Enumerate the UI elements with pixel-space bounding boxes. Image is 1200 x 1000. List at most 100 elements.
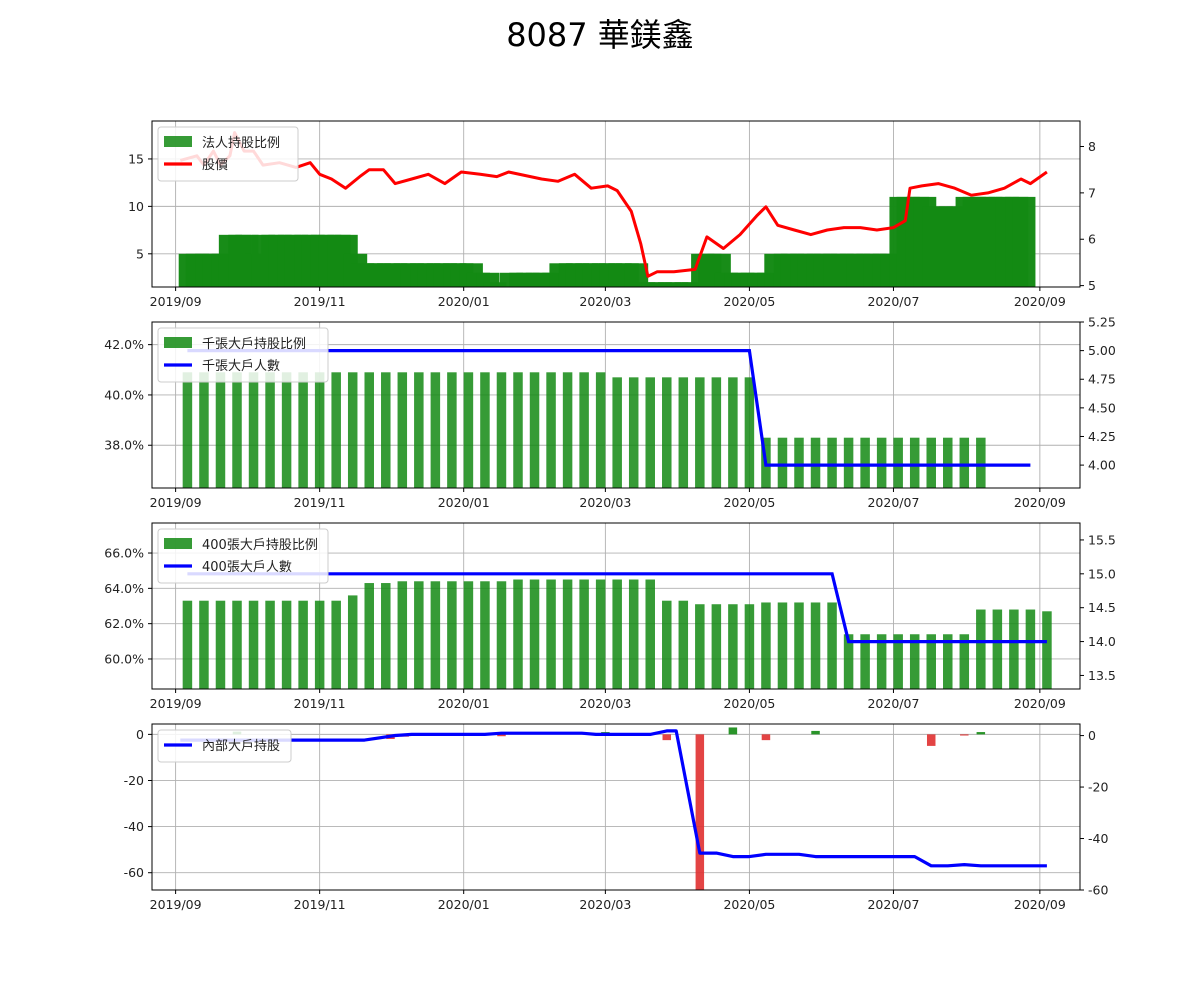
y-right-tick-label: 8 [1088,139,1096,154]
bar-holding-ratio [926,437,936,488]
bar-holding-ratio [579,579,589,689]
bar-holding-ratio [645,377,655,488]
bar-holding-ratio [215,372,226,488]
bar-holding-ratio [612,377,622,488]
bar-holding-ratio [926,634,936,689]
x-tick-label: 2020/05 [723,696,775,711]
bar-holding-ratio [347,372,358,488]
bar-holding-ratio [529,372,540,488]
legend-box [157,528,329,584]
bar-holding-ratio [612,579,622,689]
line-insider-holding [180,729,1047,868]
x-tick-label: 2020/05 [723,495,775,510]
legend: 400張大戶持股比例 400張大戶人數 [157,528,329,584]
bar-holding-ratio [430,581,441,689]
y-left-tick-label: 40.0% [104,387,144,402]
bar-holding-ratio [992,609,1003,689]
legend: 內部大戶持股 [157,729,292,763]
bar-insider-change [926,734,936,746]
bar-holding-ratio [695,604,705,689]
x-tick-label: 2020/07 [867,294,919,309]
bar-holding-ratio [976,609,986,689]
bar-holding-ratio [810,602,821,689]
bar-insider-change [976,732,986,735]
x-tick-label: 2020/03 [579,294,631,309]
y-left-tick-label: -60 [124,865,144,880]
bar-holding-ratio [546,579,556,689]
panel-insider-holding: 2019/09 2019/11 2020/01 2020/03 2020/05 2020/… [124,723,1108,912]
bar-holding-ratio [794,437,804,488]
y-left-tick-label: 15 [128,151,144,166]
x-tick-label: 2020/07 [867,696,919,711]
y-left-tick-label: 64.0% [104,581,144,596]
x-tick-label: 2020/03 [579,897,631,912]
x-tick-label: 2020/09 [1014,495,1066,510]
y-right-tick-label: 6 [1088,232,1096,247]
bar-holding-ratio [744,377,755,488]
legend-label: 400張大戶人數 [202,560,292,575]
y-right-tick-label: 13.5 [1088,668,1116,683]
x-tick-label: 2020/09 [1014,696,1066,711]
y-right-tick-label: 15.5 [1088,532,1116,547]
bar-holding-ratio [199,600,209,689]
bar-holding-ratio [529,579,540,689]
x-tick-label: 2019/11 [294,294,346,309]
x-tick-label: 2020/07 [867,897,919,912]
bar-holding-ratio [595,372,606,488]
bar-holding-ratio [843,437,854,488]
bar-holding-ratio [810,437,821,488]
legend-swatch-bar [164,136,192,147]
bar-holding-ratio [1042,611,1052,689]
y-right-tick-label: 5.25 [1088,315,1116,330]
bar-holding-ratio [711,377,722,488]
bar-holding-ratio [447,372,457,488]
bar-holding-ratio [728,604,738,689]
bar-holding-ratio [232,600,242,689]
y-right-tick-label: 5 [1088,278,1096,293]
legend-label: 千張大戶人數 [202,359,280,374]
bar-holding-ratio [628,579,639,689]
legend-box [157,729,292,763]
bar-holding-ratio [381,583,391,689]
bar-holding-ratio [480,372,490,488]
bar-holding-ratio [314,372,325,488]
y-right-tick-label: 14.5 [1088,600,1116,615]
bar-holding-ratio [298,372,308,488]
panel-institutional-holding: 2019/09 2019/11 2020/01 2020/03 2020/05 2020/… [128,120,1096,309]
y-right-tick-label: 15.0 [1088,566,1116,581]
y-left-tick-label: -20 [124,773,144,788]
y-left-tick-label: -40 [124,819,144,834]
x-tick-label: 2020/09 [1014,897,1066,912]
x-tick-label: 2020/07 [867,495,919,510]
y-right-tick-label: -40 [1088,831,1108,846]
bar-holding-ratio [513,372,523,488]
x-tick-label: 2020/05 [723,897,775,912]
bar-insider-change [811,730,820,735]
bar-holding-ratio [331,600,341,689]
panel-400-lot-holders: 2019/09 2019/11 2020/01 2020/03 2020/05 2020/… [104,522,1116,711]
bar-holding-ratio [695,377,705,488]
bar-institutional [1012,196,1036,287]
bar-holding-ratio [298,600,308,689]
y-left-tick-label: 10 [128,199,144,214]
x-tick-label: 2020/09 [1014,294,1066,309]
bar-insider-change [695,734,705,890]
y-right-tick-label: 5.00 [1088,343,1116,358]
bar-holding-ratio [562,579,573,689]
bar-holding-ratio [281,600,292,689]
legend-label: 400張大戶持股比例 [202,538,318,553]
y-left-tick-label: 38.0% [104,438,144,453]
x-tick-label: 2019/09 [150,696,202,711]
bar-holding-ratio [1009,609,1019,689]
bar-holding-ratio [678,600,689,689]
legend-box [157,327,329,383]
bar-holding-ratio [909,634,920,689]
x-tick-label: 2020/01 [438,294,490,309]
legend-label: 千張大戶持股比例 [202,337,306,352]
plot-frame [151,321,1081,489]
bar-holding-ratio [579,372,589,488]
bar-holding-ratio [463,581,474,689]
y-left-tick-label: 66.0% [104,546,144,561]
